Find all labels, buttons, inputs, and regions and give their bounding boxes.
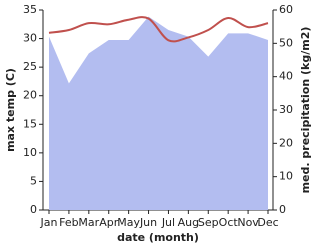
y2-tick-label: 40 [279,70,293,83]
y2-axis-title: med. precipitation (kg/m2) [299,27,312,194]
temperature-line [48,16,269,43]
x-tick-label: Jun [139,216,157,229]
y2-tick-label: 30 [279,103,293,116]
x-tick-label: Jul [161,216,175,229]
y-tick-label: 5 [30,174,37,187]
x-tick-label: Nov [237,216,259,229]
x-tick-label: Oct [219,216,239,229]
x-tick-label: Dec [257,216,278,229]
x-tick-label: May [117,216,140,229]
x-tick-label: Feb [59,216,78,229]
y-tick-label: 25 [23,60,37,73]
y2-tick-label: 50 [279,36,293,49]
x-tick-label: Mar [78,216,99,229]
y-tick-label: 20 [23,89,37,102]
y2-tick-label: 20 [279,136,293,149]
y-axis-title: max temp (C) [4,68,17,152]
y-tick-label: 35 [23,3,37,16]
y2-tick-label: 0 [279,203,286,216]
precipitation-area [49,16,268,210]
x-tick-label: Jan [40,216,58,229]
y-tick-label: 30 [23,32,37,45]
y-tick-label: 15 [23,117,37,130]
y-tick-label: 10 [23,146,37,159]
x-tick-label: Apr [99,216,119,229]
x-axis-title: date (month) [117,231,199,244]
y2-tick-label: 60 [279,3,293,16]
y2-tick-label: 10 [279,170,293,183]
x-tick-label: Aug [178,216,199,229]
chart: date (month) max temp (C) med. precipita… [4,3,312,244]
x-tick-label: Sep [198,216,219,229]
y-tick-label: 0 [30,203,37,216]
